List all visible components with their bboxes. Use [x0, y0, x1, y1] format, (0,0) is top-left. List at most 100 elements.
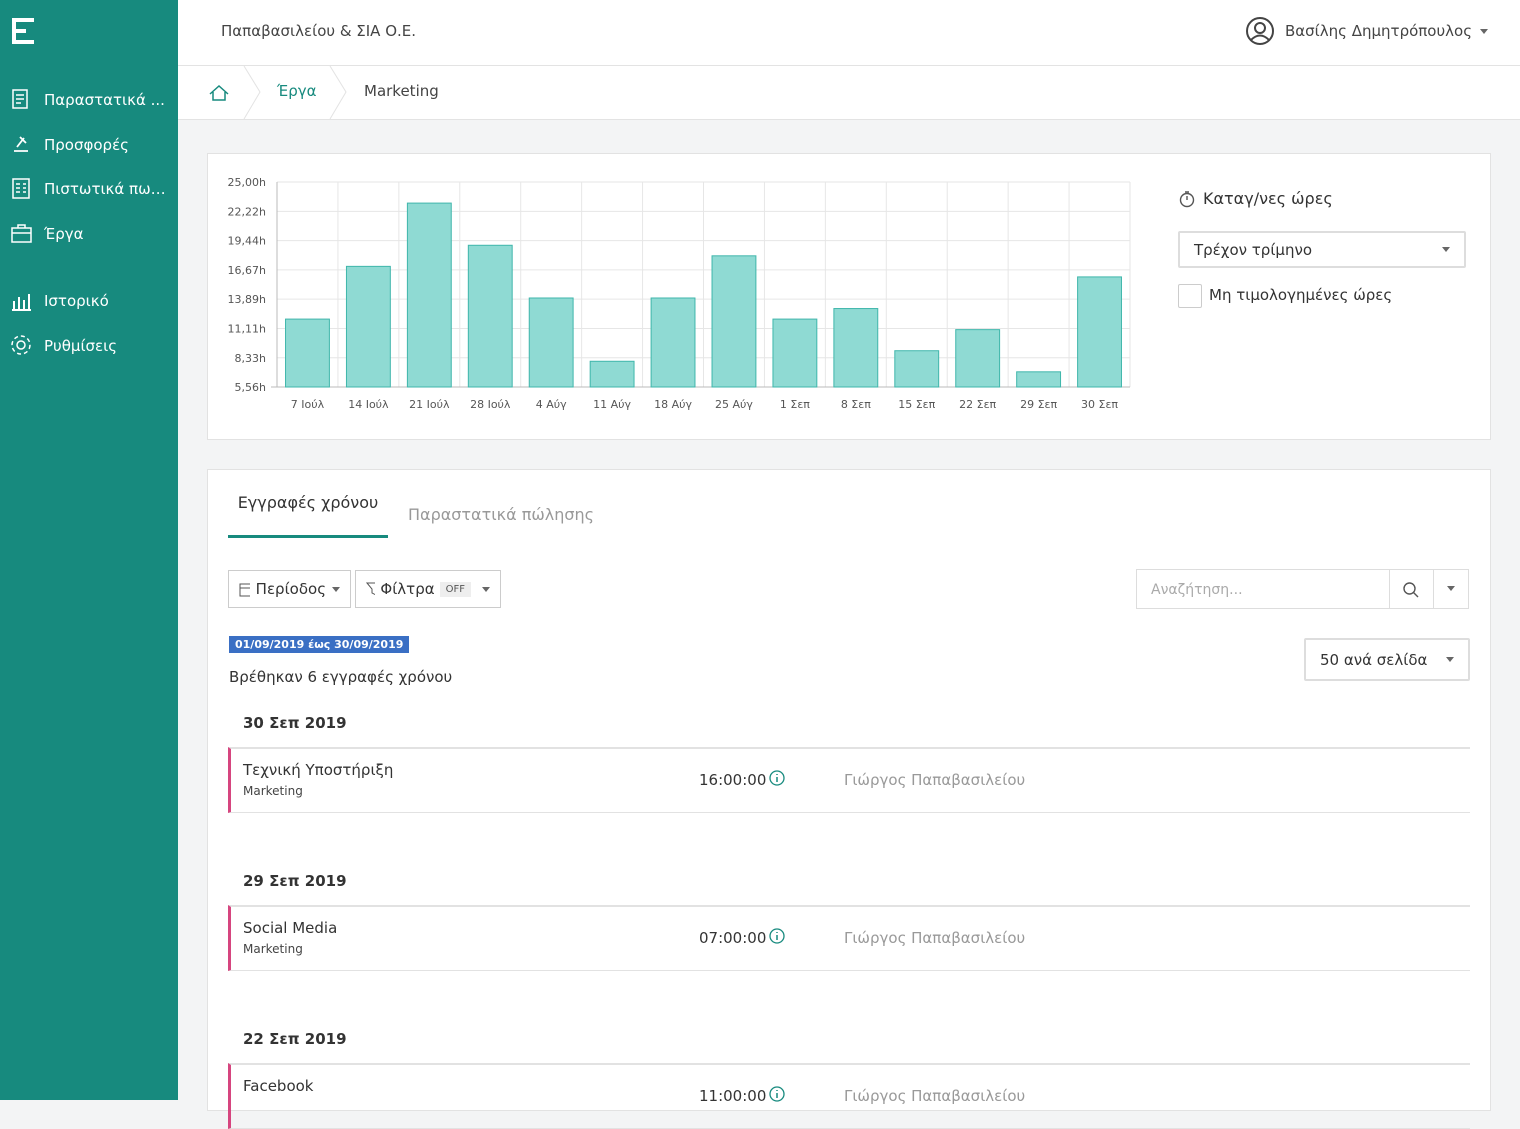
bar [650, 297, 696, 388]
search-placeholder: Αναζήτηση... [1151, 582, 1243, 598]
bar [345, 265, 391, 388]
bar [955, 329, 1001, 388]
menu-item[interactable]: Πιστωτικά πω… [10, 177, 170, 201]
y-tick-label: 16,67h [228, 264, 266, 277]
x-tick-label: 28 Ιούλ [470, 398, 511, 411]
menu-item[interactable]: Παραστατικά ... [10, 88, 170, 112]
crumb-current: Marketing [364, 82, 439, 100]
menu-label: Ρυθμίσεις [44, 337, 118, 355]
filters-state: OFF [439, 581, 471, 597]
info-icon [769, 770, 785, 786]
crumb-link[interactable]: Έργα [277, 82, 317, 100]
search-box[interactable]: Αναζήτηση... [1136, 569, 1469, 609]
menu-item[interactable]: Ιστορικό [10, 289, 170, 313]
entry-row[interactable]: Social Media Marketing 07:00:00 Γιώργος Παπ… [228, 905, 1470, 971]
entry-person: Γιώργος Παπαβασιλείου [844, 771, 1026, 789]
filters-label: Φίλτρα [380, 580, 435, 598]
x-tick-label: 8 Σεπ [841, 398, 871, 411]
page-size[interactable]: 50 ανά σελίδα [1304, 638, 1470, 681]
y-tick-label: 5,56h [235, 381, 266, 394]
crumb-shapes [209, 66, 347, 119]
x-tick-label: 18 Αύγ [654, 398, 692, 411]
bar [1077, 276, 1122, 388]
menu-label: Προσφορές [44, 136, 129, 154]
user-icon [1246, 17, 1274, 45]
filters-button[interactable]: Φίλτρα OFF [355, 570, 501, 608]
checkbox[interactable] [1178, 284, 1202, 308]
bar [711, 255, 757, 388]
bar [285, 318, 330, 388]
company: Παπαβασιλείου & ΣΙΑ Ο.Ε. [221, 22, 417, 40]
tab-label: Εγγραφές χρόνου [237, 493, 379, 512]
menu-icon [12, 89, 28, 109]
bar [589, 360, 635, 388]
checkbox-label: Μη τιμολογημένες ώρες [1209, 286, 1393, 304]
logo [12, 18, 34, 44]
menu-icon [11, 224, 32, 243]
breadcrumb: Έργα Marketing [178, 66, 1520, 120]
entry-project: Marketing [243, 942, 303, 956]
y-tick-label: 22,22h [228, 205, 266, 218]
entry-time: 16:00:00 [699, 771, 767, 789]
tab-active[interactable]: Εγγραφές χρόνου [228, 470, 388, 538]
menu-label: Ιστορικό [44, 292, 109, 310]
period-label: Περίοδος [255, 580, 326, 598]
entry-person: Γιώργος Παπαβασιλείου [844, 1087, 1026, 1105]
panel-title: Καταγ/νες ώρες [1203, 189, 1333, 208]
entry-row[interactable]: Facebook 11:00:00 Γιώργος Παπαβασιλείου [228, 1063, 1470, 1129]
search-icon [1403, 582, 1419, 598]
y-tick-label: 13,89h [228, 293, 266, 306]
user-name: Βασίλης Δημητρόπουλος [1285, 22, 1473, 40]
chart: 5,56h 8,33h 11,11h 13,89h 16,67h 19,44h 22,22h… [228, 176, 1131, 411]
x-tick-label: 25 Αύγ [715, 398, 753, 411]
menu-item[interactable]: Έργα [10, 222, 170, 246]
x-tick-label: 1 Σεπ [780, 398, 810, 411]
tab[interactable]: Παραστατικά πώλησης [408, 505, 595, 524]
entry-time: 07:00:00 [699, 929, 767, 947]
chart-card: 5,56h 8,33h 11,11h 13,89h 16,67h 19,44h 22,22h… [207, 153, 1491, 440]
timer-icon [1179, 191, 1195, 208]
x-tick-label: 30 Σεπ [1081, 398, 1118, 411]
entry-person: Γιώργος Παπαβασιλείου [844, 929, 1026, 947]
x-tick-label: 14 Ιούλ [348, 398, 389, 411]
menu-icon [11, 335, 31, 355]
menu-label: Πιστωτικά πω… [44, 180, 166, 198]
user-menu[interactable]: Βασίλης Δημητρόπουλος [1285, 22, 1489, 40]
date-range: 01/09/2019 έως 30/09/2019 [229, 636, 410, 653]
menu-icon [12, 178, 30, 199]
menu-icon [14, 136, 28, 152]
info-icon [769, 1086, 785, 1102]
menu-item[interactable]: Προσφορές [10, 133, 170, 157]
entry-project: Marketing [243, 784, 303, 798]
x-tick-label: 29 Σεπ [1020, 398, 1057, 411]
select-value: Τρέχον τρίμηνο [1194, 240, 1313, 259]
bar [467, 244, 513, 388]
bar [1016, 371, 1062, 388]
x-tick-label: 4 Αύγ [536, 398, 567, 411]
x-tick-label: 22 Σεπ [959, 398, 996, 411]
period-select[interactable]: Τρέχον τρίμηνο [1178, 231, 1466, 268]
menu-item[interactable]: Ρυθμίσεις [10, 334, 170, 358]
menu-icon [12, 294, 31, 311]
entry-task: Τεχνική Υποστήριξη [243, 761, 394, 779]
menu-label: Έργα [44, 225, 84, 243]
bar [528, 297, 574, 388]
period-button[interactable]: Περίοδος [228, 570, 351, 608]
x-tick-label: 7 Ιούλ [291, 398, 325, 411]
group-date: 30 Σεπ 2019 [243, 714, 347, 732]
page-size-value: 50 ανά σελίδα [1320, 650, 1428, 669]
x-tick-label: 15 Σεπ [898, 398, 935, 411]
bar [894, 350, 940, 388]
sidebar: Παραστατικά ... Προσφορές Πιστωτικά πω… Έργ… [0, 0, 178, 1100]
y-tick-label: 8,33h [235, 352, 266, 365]
entry-row[interactable]: Τεχνική Υποστήριξη Marketing 16:00:00 Γιώργ… [228, 747, 1470, 813]
entry-task: Social Media [243, 919, 338, 937]
entry-time: 11:00:00 [699, 1087, 767, 1105]
bar [833, 308, 879, 388]
result-count: Βρέθηκαν 6 εγγραφές χρόνου [229, 668, 453, 686]
filter-icon [366, 582, 376, 596]
entry-task: Facebook [243, 1077, 314, 1095]
y-tick-label: 19,44h [228, 235, 266, 248]
x-tick-label: 21 Ιούλ [409, 398, 450, 411]
top-bar: Παπαβασιλείου & ΣΙΑ Ο.Ε. Βασίλης Δημητρό… [178, 0, 1520, 66]
